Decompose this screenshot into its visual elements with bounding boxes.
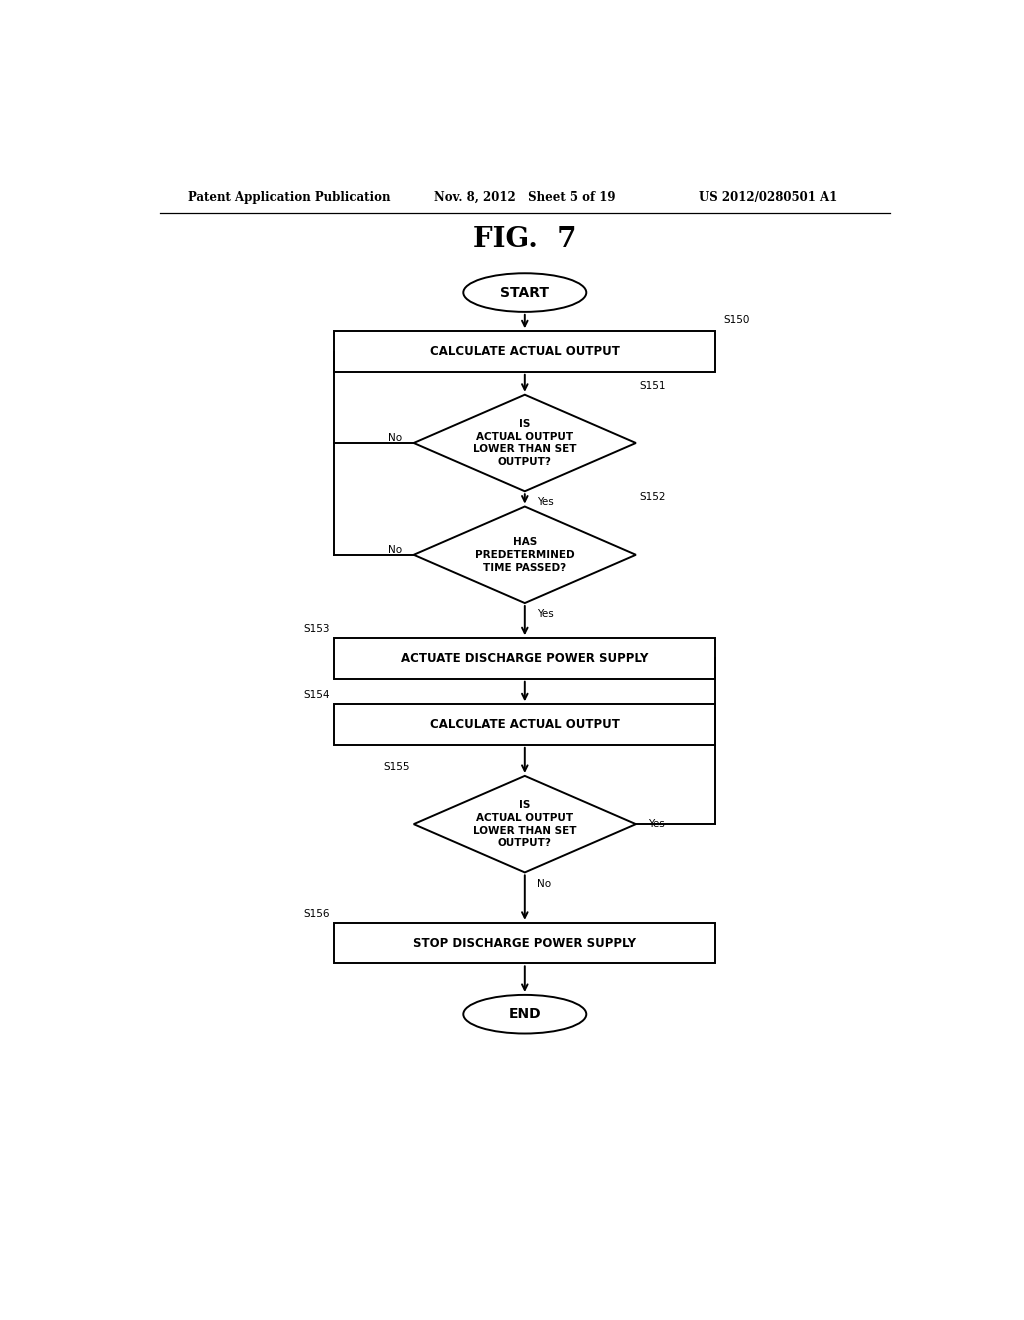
Text: S155: S155 xyxy=(383,762,410,772)
Text: S156: S156 xyxy=(304,908,331,919)
Text: Yes: Yes xyxy=(537,498,553,507)
Text: Nov. 8, 2012   Sheet 5 of 19: Nov. 8, 2012 Sheet 5 of 19 xyxy=(433,190,615,203)
Text: IS
ACTUAL OUTPUT
LOWER THAN SET
OUTPUT?: IS ACTUAL OUTPUT LOWER THAN SET OUTPUT? xyxy=(473,418,577,467)
Text: FIG.  7: FIG. 7 xyxy=(473,226,577,253)
Text: END: END xyxy=(509,1007,541,1022)
Text: CALCULATE ACTUAL OUTPUT: CALCULATE ACTUAL OUTPUT xyxy=(430,345,620,358)
Text: ACTUATE DISCHARGE POWER SUPPLY: ACTUATE DISCHARGE POWER SUPPLY xyxy=(401,652,648,665)
Text: No: No xyxy=(388,545,401,554)
Text: No: No xyxy=(388,433,401,444)
Text: START: START xyxy=(501,285,549,300)
Text: S151: S151 xyxy=(640,380,667,391)
Text: S150: S150 xyxy=(723,315,750,325)
Text: US 2012/0280501 A1: US 2012/0280501 A1 xyxy=(699,190,838,203)
Text: S154: S154 xyxy=(304,690,331,700)
Text: IS
ACTUAL OUTPUT
LOWER THAN SET
OUTPUT?: IS ACTUAL OUTPUT LOWER THAN SET OUTPUT? xyxy=(473,800,577,849)
Text: Yes: Yes xyxy=(537,609,553,619)
Text: S152: S152 xyxy=(640,492,667,503)
Text: STOP DISCHARGE POWER SUPPLY: STOP DISCHARGE POWER SUPPLY xyxy=(414,937,636,949)
Text: Yes: Yes xyxy=(648,820,665,829)
Text: CALCULATE ACTUAL OUTPUT: CALCULATE ACTUAL OUTPUT xyxy=(430,718,620,731)
Text: S153: S153 xyxy=(304,624,331,634)
Text: Patent Application Publication: Patent Application Publication xyxy=(187,190,390,203)
Text: HAS
PREDETERMINED
TIME PASSED?: HAS PREDETERMINED TIME PASSED? xyxy=(475,537,574,573)
Text: No: No xyxy=(537,879,551,888)
